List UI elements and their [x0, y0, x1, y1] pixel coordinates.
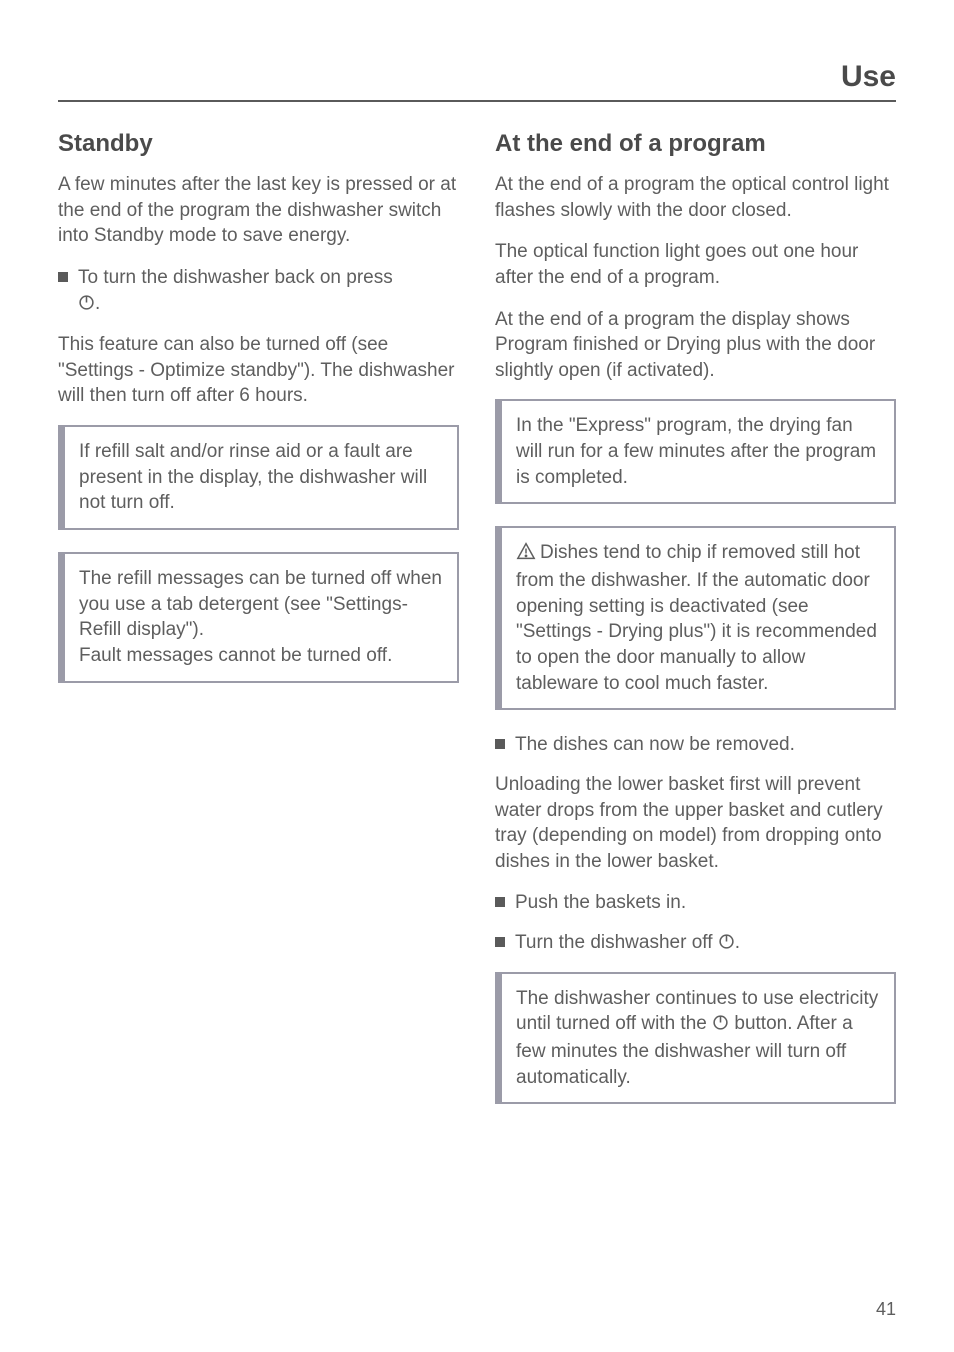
bullet-turn-off: Turn the dishwasher off .: [495, 930, 896, 958]
bullet-remove-dishes-text: The dishes can now be removed.: [515, 732, 795, 758]
content-columns: Standby A few minutes after the last key…: [58, 130, 896, 1126]
end-p3: At the end of a program the display show…: [495, 307, 896, 384]
bullet-push-baskets-text: Push the baskets in.: [515, 890, 686, 916]
warning-chip: Dishes tend to chip if removed still hot…: [495, 526, 896, 710]
page-header: Use: [58, 60, 896, 102]
note-express-text: In the "Express" program, the drying fan…: [516, 413, 880, 490]
warning-icon: [516, 542, 536, 568]
heading-end-program: At the end of a program: [495, 130, 896, 158]
standby-intro: A few minutes after the last key is pres…: [58, 172, 459, 249]
warning-chip-text: Dishes tend to chip if removed still hot…: [516, 540, 880, 696]
bullet-square-icon: [495, 937, 505, 947]
bullet-push-baskets: Push the baskets in.: [495, 890, 896, 916]
heading-standby: Standby: [58, 130, 459, 158]
warning-chip-body: Dishes tend to chip if removed still hot…: [516, 542, 877, 693]
note-express: In the "Express" program, the drying fan…: [495, 399, 896, 504]
end-p1: At the end of a program the optical cont…: [495, 172, 896, 223]
bullet-square-icon: [58, 272, 68, 282]
page-number: 41: [876, 1299, 896, 1320]
power-icon: [78, 293, 95, 319]
bullet-turn-off-text: Turn the dishwasher off .: [515, 930, 740, 958]
bullet-turn-on: To turn the dishwasher back on press .: [58, 265, 459, 318]
bullet-turn-on-text: To turn the dishwasher back on press .: [78, 265, 393, 318]
note-electricity-text: The dishwasher continues to use electric…: [516, 986, 880, 1091]
left-column: Standby A few minutes after the last key…: [58, 130, 459, 1126]
note-refill-messages-text: The refill messages can be turned off wh…: [79, 566, 443, 669]
power-icon: [712, 1013, 729, 1039]
right-column: At the end of a program At the end of a …: [495, 130, 896, 1126]
unload-order: Unloading the lower basket first will pr…: [495, 772, 896, 875]
bullet-turn-on-b: .: [95, 293, 100, 314]
note-refill-messages: The refill messages can be turned off wh…: [58, 552, 459, 683]
bullet-square-icon: [495, 897, 505, 907]
note-electricity: The dishwasher continues to use electric…: [495, 972, 896, 1105]
bullet-turn-on-a: To turn the dishwasher back on press: [78, 267, 393, 288]
standby-off-note: This feature can also be turned off (see…: [58, 332, 459, 409]
note-refill-fault: If refill salt and/or rinse aid or a fau…: [58, 425, 459, 530]
bullet-remove-dishes: The dishes can now be removed.: [495, 732, 896, 758]
power-icon: [718, 932, 735, 958]
bullet-square-icon: [495, 739, 505, 749]
page-title: Use: [58, 60, 896, 94]
end-p2: The optical function light goes out one …: [495, 239, 896, 290]
bullet-turn-off-b: .: [735, 932, 740, 953]
note-refill-fault-text: If refill salt and/or rinse aid or a fau…: [79, 439, 443, 516]
bullet-turn-off-a: Turn the dishwasher off: [515, 932, 718, 953]
